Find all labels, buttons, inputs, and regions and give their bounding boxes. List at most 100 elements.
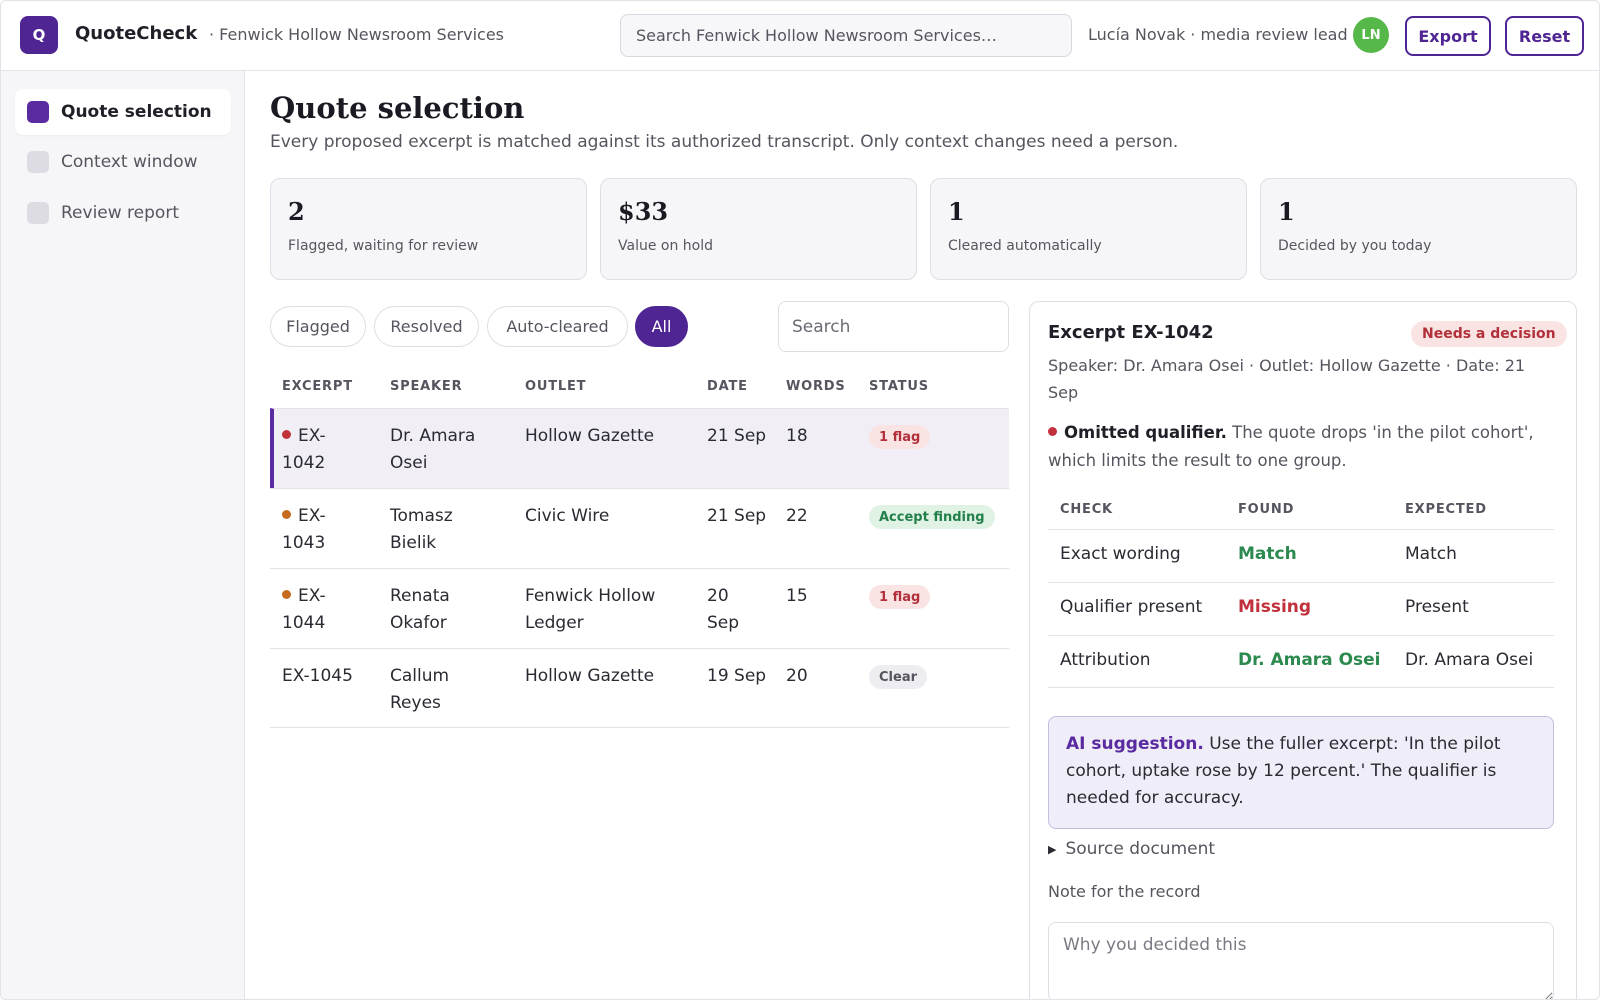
excerpt-id-cell: EX-1045 <box>282 666 353 686</box>
excerpt-id-cell: EX- 1042 <box>282 426 326 473</box>
issue-summary: Omitted qualifier. The quote drops 'in t… <box>1048 419 1548 475</box>
table-row-ex-1045[interactable]: EX-1045 Callum Reyes Hollow Gazette 19 Se… <box>270 648 1009 728</box>
ai-suggestion-label: AI suggestion. <box>1066 734 1204 754</box>
check-found: Dr. Amara Osei <box>1238 650 1381 670</box>
note-field[interactable] <box>1048 922 1554 999</box>
date-cell: 21 Sep <box>707 506 767 526</box>
page-title: Quote selection <box>270 91 525 125</box>
speaker-cell: Tomasz Bielik <box>390 506 453 553</box>
issue-title: Omitted qualifier. <box>1064 423 1227 442</box>
check-row: Attribution Dr. Amara Osei Dr. Amara Ose… <box>1048 635 1554 688</box>
excerpt-search-input[interactable] <box>778 301 1009 352</box>
source-document-toggle[interactable]: ▶ Source document <box>1048 839 1215 859</box>
column-header: FOUND <box>1238 502 1295 517</box>
speaker-cell: Renata Okafor <box>390 586 450 633</box>
outlet-cell: Hollow Gazette <box>525 666 655 686</box>
export-button[interactable]: Export <box>1405 16 1491 56</box>
check-row: Exact wording Match Match <box>1048 529 1554 582</box>
check-name: Attribution <box>1060 650 1151 670</box>
sidebar: Quote selection Context window Review re… <box>1 71 245 999</box>
date-cell: 19 Sep <box>707 666 767 686</box>
sidebar-item-quote-selection[interactable]: Quote selection <box>15 89 231 135</box>
words-cell: 22 <box>786 506 808 526</box>
user-name: Lucía Novak · media review lead <box>1088 25 1348 44</box>
stat-card-flagged: 2 Flagged, waiting for review <box>270 178 587 280</box>
app-name: QuoteCheck <box>75 23 198 44</box>
table-row-ex-1044[interactable]: EX- 1044 Renata Okafor Fenwick Hollow Ledge… <box>270 568 1009 648</box>
status-badge: 1 flag <box>869 585 931 609</box>
status-badge: Needs a decision <box>1411 321 1567 347</box>
check-found: Match <box>1238 544 1297 564</box>
words-cell: 20 <box>786 666 808 686</box>
date-cell: 21 Sep <box>707 426 767 446</box>
source-document-label: Source document <box>1065 839 1216 859</box>
column-header: EXPECTED <box>1405 502 1487 517</box>
stat-value: $33 <box>618 197 669 226</box>
filter-resolved[interactable]: Resolved <box>374 306 479 347</box>
sidebar-item-label: Review report <box>61 203 179 223</box>
column-header: OUTLET <box>525 379 587 394</box>
issue-text: The quote drops 'in the pilot cohort', w… <box>1048 423 1534 470</box>
outlet-cell: Hollow Gazette <box>525 426 655 446</box>
column-header: WORDS <box>786 379 846 394</box>
global-search-input[interactable] <box>620 14 1072 57</box>
check-found: Missing <box>1238 597 1312 617</box>
status-dot-icon <box>282 429 291 439</box>
column-header: SPEAKER <box>390 379 463 394</box>
square-icon <box>27 101 49 123</box>
status-badge: Clear <box>869 665 927 689</box>
check-expected: Match <box>1405 544 1457 564</box>
status-badge: 1 flag <box>869 425 931 449</box>
filter-auto-cleared[interactable]: Auto-cleared <box>487 306 628 347</box>
note-label: Note for the record <box>1048 882 1201 901</box>
organization-name: · Fenwick Hollow Newsroom Services <box>209 25 505 44</box>
column-header: CHECK <box>1060 502 1113 517</box>
ai-suggestion: AI suggestion. Use the fuller excerpt: '… <box>1048 716 1554 829</box>
sidebar-item-review-report[interactable]: Review report <box>15 190 231 236</box>
table-row-ex-1043[interactable]: EX- 1043 Tomasz Bielik Civic Wire 21 Sep 2… <box>270 488 1009 568</box>
accept-finding-button[interactable]: Accept finding <box>869 505 995 529</box>
stat-label: Cleared automatically <box>948 238 1102 254</box>
detail-title: Excerpt EX-1042 <box>1048 322 1214 343</box>
stat-value: 1 <box>1278 197 1295 226</box>
app-logo: Q <box>20 16 58 54</box>
speaker-cell: Callum Reyes <box>390 666 450 713</box>
excerpt-id-cell: EX- 1043 <box>282 506 326 553</box>
check-expected: Present <box>1405 597 1469 617</box>
stat-label: Value on hold <box>618 238 713 254</box>
square-icon <box>27 151 49 173</box>
sidebar-item-context-window[interactable]: Context window <box>15 139 231 185</box>
detail-meta: Speaker: Dr. Amara Osei · Outlet: Hollow… <box>1048 356 1526 402</box>
filter-flagged[interactable]: Flagged <box>270 306 366 347</box>
status-dot-icon <box>282 589 291 599</box>
column-header: EXCERPT <box>282 379 353 394</box>
sidebar-item-label: Context window <box>61 152 198 172</box>
top-bar: Q QuoteCheck · Fenwick Hollow Newsroom S… <box>1 1 1599 71</box>
excerpt-id-cell: EX- 1044 <box>282 586 326 633</box>
stat-card-cleared: 1 Cleared automatically <box>930 178 1247 280</box>
excerpt-detail-panel: Excerpt EX-1042 Needs a decision Speaker… <box>1029 301 1577 999</box>
status-dot-icon <box>282 509 291 519</box>
column-header: DATE <box>707 379 748 394</box>
stat-card-decided: 1 Decided by you today <box>1260 178 1577 280</box>
stat-value: 2 <box>288 197 305 226</box>
disclosure-triangle-icon: ▶ <box>1048 842 1057 856</box>
outlet-cell: Fenwick Hollow Ledger <box>525 586 656 633</box>
reset-button[interactable]: Reset <box>1505 16 1584 56</box>
check-row: Qualifier present Missing Present <box>1048 582 1554 635</box>
page-subtitle: Every proposed excerpt is matched agains… <box>270 132 1179 152</box>
alert-dot-icon <box>1048 427 1057 436</box>
stat-card-value-on-hold: $33 Value on hold <box>600 178 917 280</box>
avatar[interactable]: LN <box>1353 17 1389 53</box>
stat-value: 1 <box>948 197 965 226</box>
column-header: STATUS <box>869 379 929 394</box>
check-name: Qualifier present <box>1060 597 1203 617</box>
speaker-cell: Dr. Amara Osei <box>390 426 476 473</box>
table-row-ex-1042[interactable]: EX- 1042 Dr. Amara Osei Hollow Gazette 21 … <box>270 408 1009 488</box>
words-cell: 18 <box>786 426 808 446</box>
stat-label: Flagged, waiting for review <box>288 238 479 254</box>
filter-all[interactable]: All <box>635 306 688 347</box>
check-expected: Dr. Amara Osei <box>1405 650 1534 670</box>
outlet-cell: Civic Wire <box>525 506 610 526</box>
